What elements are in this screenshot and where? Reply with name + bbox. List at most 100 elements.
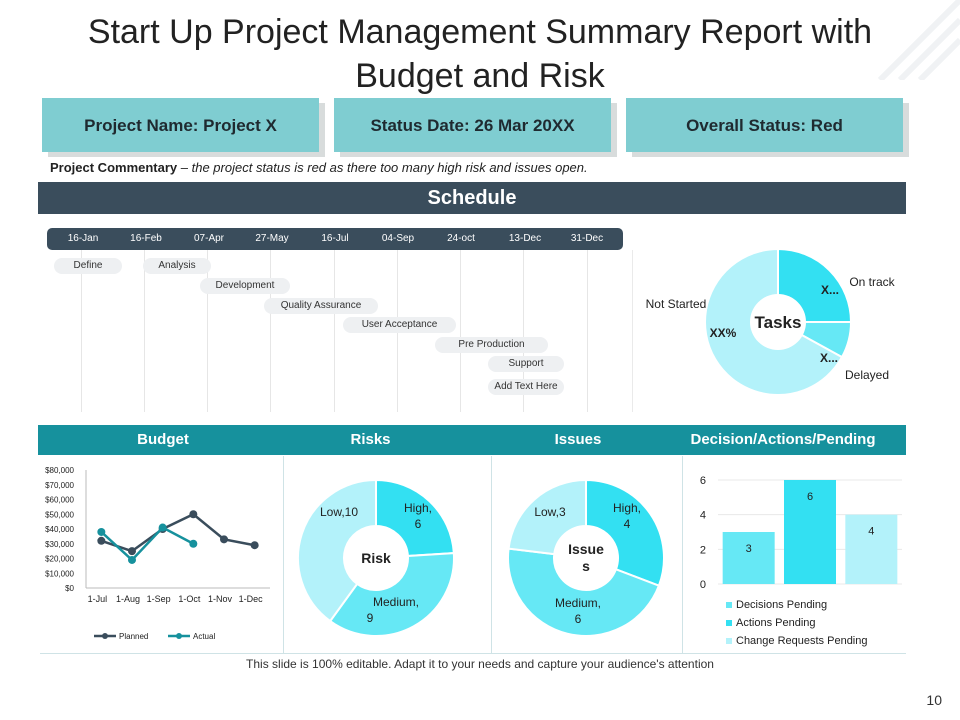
donut-center [558, 530, 614, 586]
donut-center [348, 530, 404, 586]
tasks-legend-not-started: Not Started [646, 297, 707, 311]
status-date-box: Status Date: 26 Mar 20XX [334, 98, 611, 152]
budget-legend-label: Planned [119, 632, 148, 641]
risk-center-label: Risk [361, 550, 391, 566]
project-name-text: Project Name: Project X [84, 115, 277, 135]
donut-slice-high [585, 478, 665, 587]
phase-add-text: Add Text Here [488, 379, 564, 395]
decision-legend-marker [726, 638, 732, 644]
donut-slice-medium [507, 547, 661, 637]
budget-line-planned [100, 512, 255, 553]
tasks-data-label-not-started: XX% [710, 326, 737, 340]
budget-line-chart: $0 $10,000 $20,000 $30,000 $40,000 $50,000 $60… [45, 466, 270, 641]
budget-x-tick: 1-Dec [239, 594, 264, 604]
issues-label-medium-value: 6 [575, 612, 582, 626]
budget-point-planned [250, 541, 259, 550]
donut-slice-high [375, 478, 455, 558]
decision-bar-chart: 0 2 4 6 3 6 4 Decisions Pending Actions Pending C… [700, 475, 902, 647]
timeline-date: 13-Dec [508, 233, 542, 244]
budget-point-planned [220, 535, 228, 544]
decision-bar-label: 6 [807, 491, 813, 503]
schedule-header: Schedule [38, 182, 906, 214]
budget-y-tick: $60,000 [45, 496, 74, 505]
risk-donut-chart: Risk High, 6 Medium, 9 Low,10 [297, 478, 455, 637]
decision-bar-label: 3 [746, 543, 752, 555]
tasks-center-circle [750, 294, 806, 350]
schedule-gridline [207, 250, 208, 412]
donut-slice-medium [328, 552, 455, 637]
issues-center-label: Issue [568, 541, 604, 557]
donut-slice-low [297, 478, 377, 623]
schedule-gridline [81, 250, 82, 412]
budget-y-tick: $70,000 [45, 481, 74, 490]
tasks-donut-chart: Tasks X... X... XX% On track Delayed Not Start… [646, 247, 896, 396]
decision-legend-label: Decisions Pending [736, 599, 827, 611]
decision-bar-label: 4 [868, 526, 874, 538]
timeline-date: 24-oct [447, 233, 475, 244]
page-title: Start Up Project Management Summary Repo… [87, 13, 873, 95]
decision-bar [784, 480, 836, 584]
schedule-timeline: 16-Jan 16-Feb 07-Apr 27-May 16-Jul 04-Se… [47, 228, 623, 250]
project-name-box: Project Name: Project X [42, 98, 319, 152]
budget-point-actual [128, 555, 136, 564]
decision-bar [845, 514, 898, 584]
decision-legend-marker [726, 620, 732, 626]
section-issues: Issues [554, 431, 602, 448]
timeline-date: 31-Dec [570, 233, 604, 244]
budget-x-tick: 1-Nov [208, 594, 233, 604]
phase-user-acceptance: User Acceptance [343, 317, 456, 333]
phase-define: Define [54, 258, 122, 274]
timeline-date: 04-Sep [381, 233, 415, 244]
issues-donut-chart: Issues High, 4 Medium, 6 Low,3 [507, 478, 665, 637]
panel-divider [491, 456, 492, 653]
budget-y-tick: $20,000 [45, 555, 74, 564]
budget-y-tick: $10,000 [45, 569, 74, 578]
decision-y-tick: 2 [700, 544, 706, 556]
schedule-gridline [632, 250, 633, 412]
tasks-data-label-on-track: X... [821, 283, 839, 297]
page-number: 10 [926, 692, 942, 708]
budget-legend-marker [176, 633, 182, 639]
timeline-date: 07-Apr [193, 233, 225, 244]
footer-note: This slide is 100% editable. Adapt it to… [246, 657, 714, 671]
budget-y-tick: $50,000 [45, 510, 74, 519]
timeline-date: 27-May [255, 233, 289, 244]
decision-bar [722, 532, 775, 584]
panel-divider [682, 456, 683, 653]
tasks-center-label: Tasks [755, 313, 802, 332]
commentary-label: Project Commentary [50, 160, 178, 175]
issues-label-high-value: 4 [624, 517, 631, 531]
status-date-text: Status Date: 26 Mar 20XX [370, 115, 575, 135]
issues-center-label-cont: s [582, 558, 590, 574]
corner-decoration [877, 0, 960, 80]
budget-point-planned [97, 536, 106, 545]
budget-point-actual [158, 523, 167, 532]
schedule-gridline [334, 250, 335, 412]
section-decisions: Decision/Actions/Pending [690, 431, 876, 448]
schedule-gridline [587, 250, 588, 412]
budget-x-tick: 1-Jul [88, 594, 108, 604]
risk-label-high-value: 6 [415, 517, 422, 531]
overall-status-box: Overall Status: Red [626, 98, 903, 152]
budget-point-planned [189, 510, 198, 519]
project-commentary: Project Commentary – the project status … [50, 160, 588, 175]
risk-label-medium-value: 9 [367, 611, 374, 625]
decision-legend-label: Change Requests Pending [736, 635, 867, 647]
section-risks: Risks [350, 431, 391, 448]
tasks-data-label-delayed: X... [820, 351, 838, 365]
budget-y-tick: $80,000 [45, 466, 74, 475]
schedule-gridline [523, 250, 524, 412]
schedule-gridline [270, 250, 271, 412]
decision-y-tick: 0 [700, 579, 706, 591]
issues-label-medium: Medium, [555, 596, 601, 610]
issues-label-low: Low,3 [534, 505, 566, 519]
risk-label-low: Low,10 [320, 505, 358, 519]
budget-x-tick: 1-Sep [147, 594, 171, 604]
risk-label-high: High, [404, 501, 432, 515]
section-header-bar: Budget Risks Issues Decision/Actions/Pen… [38, 425, 906, 455]
phase-quality-assurance: Quality Assurance [264, 298, 378, 314]
budget-y-tick: $0 [65, 584, 74, 593]
decision-y-tick: 4 [700, 510, 706, 522]
decision-y-tick: 6 [700, 475, 706, 487]
panel-divider [283, 456, 284, 653]
